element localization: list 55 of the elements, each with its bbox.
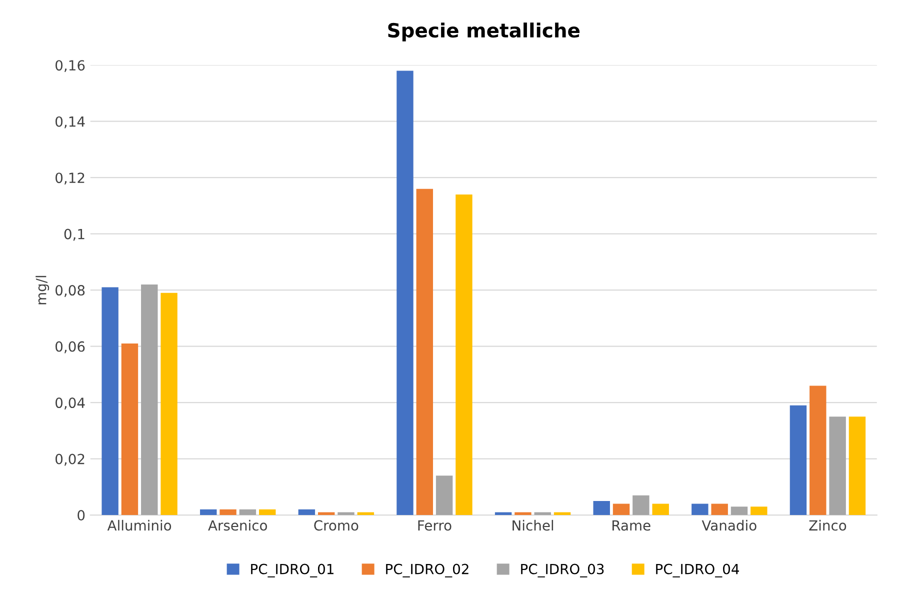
bar xyxy=(396,70,414,516)
legend-label: PC_IDRO_02 xyxy=(386,564,468,578)
chart-title: Specie metalliche xyxy=(388,22,580,42)
bar xyxy=(220,509,236,516)
bar xyxy=(141,284,158,516)
x-tick-label: Rame xyxy=(612,520,650,531)
bar xyxy=(318,512,335,516)
y-tick-label: 0,04 xyxy=(56,398,85,410)
bar xyxy=(534,512,551,516)
x-tick-label: Ferro xyxy=(418,520,452,531)
legend-label: PC_IDRO_03 xyxy=(521,564,604,578)
x-tick-label: Zinco xyxy=(809,520,846,531)
bar xyxy=(554,512,571,516)
x-tick-label: Cromo xyxy=(314,520,358,531)
y-tick-label: 0,06 xyxy=(56,341,85,354)
bar xyxy=(436,476,453,516)
bar xyxy=(416,188,434,516)
bar xyxy=(612,504,630,516)
bar xyxy=(338,512,354,516)
y-tick-label: 0,12 xyxy=(56,172,84,184)
bar xyxy=(632,495,650,516)
bar xyxy=(160,292,178,516)
y-axis-title: mg/l xyxy=(36,276,50,304)
bar xyxy=(514,512,532,516)
bar xyxy=(357,512,374,516)
bar xyxy=(711,504,728,516)
bar xyxy=(298,509,316,516)
bar xyxy=(750,506,768,516)
bar xyxy=(259,509,276,516)
bar xyxy=(652,504,669,516)
x-tick-label: Nichel xyxy=(512,520,554,531)
bar xyxy=(121,344,138,516)
bar xyxy=(692,504,708,516)
bar xyxy=(790,405,807,516)
x-tick-label: Arsenico xyxy=(208,520,267,531)
legend-label: PC_IDRO_01 xyxy=(251,564,334,578)
x-tick-label: Alluminio xyxy=(107,520,172,531)
legend-label: PC_IDRO_04 xyxy=(656,564,739,578)
y-tick-label: 0,02 xyxy=(56,454,84,466)
bar xyxy=(239,509,256,516)
bar xyxy=(593,500,610,516)
y-tick-label: 0,14 xyxy=(56,116,85,128)
bar xyxy=(810,386,826,516)
y-tick-label: 0 xyxy=(78,510,85,521)
x-tick-label: Vanadio xyxy=(702,520,756,531)
bar xyxy=(730,506,748,516)
bar xyxy=(102,287,118,516)
bar xyxy=(829,416,846,516)
y-tick-label: 0,08 xyxy=(56,285,85,297)
bar xyxy=(848,416,866,516)
y-tick-label: 0,1 xyxy=(64,228,84,241)
bar xyxy=(494,512,512,516)
y-tick-label: 0,16 xyxy=(56,60,85,72)
bar xyxy=(456,194,472,516)
bar xyxy=(200,509,217,516)
